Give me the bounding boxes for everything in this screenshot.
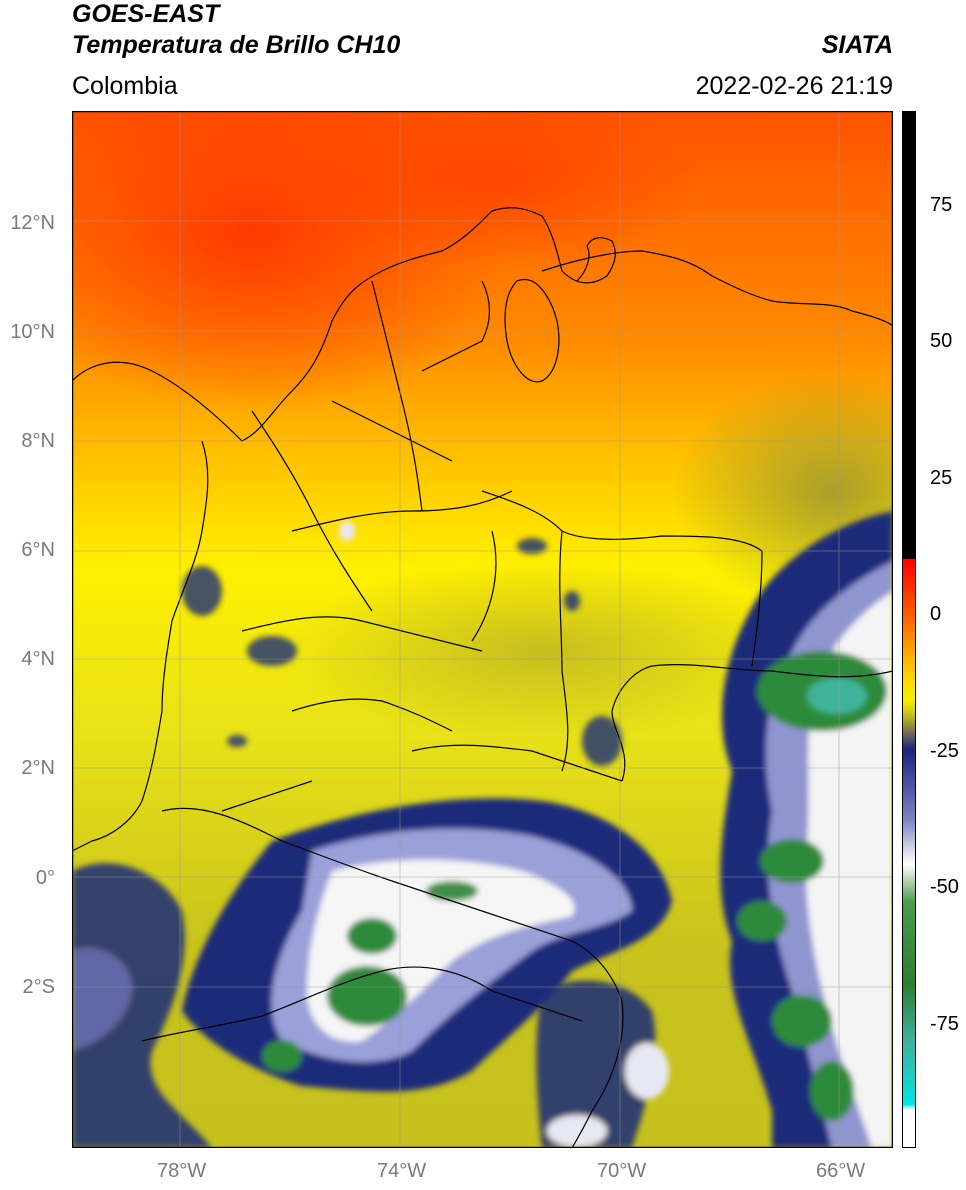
lon-label-70w: 70°W [597, 1160, 647, 1182]
dept-border-1 [251, 410, 373, 612]
lat-label-10n: 10°N [10, 321, 55, 343]
title-line2: Temperatura de Brillo CH10 [72, 31, 401, 59]
cloud-system-southwest [72, 863, 212, 1148]
colorbar-tick-m50: -50 [930, 876, 959, 898]
lon-label-66w: 66°W [816, 1160, 866, 1182]
lon-label-74w: 74°W [377, 1160, 427, 1182]
map-frame [72, 111, 893, 1148]
dept-border-3 [291, 490, 513, 532]
peru-border [141, 966, 583, 1042]
title-line1: GOES-EAST [72, 0, 220, 28]
colorbar-tick-25: 25 [930, 467, 953, 489]
lat-label-4n: 4°N [21, 648, 55, 670]
lat-label-12n: 12°N [10, 212, 55, 234]
colorbar [902, 111, 916, 1148]
maracaibo-lake [504, 278, 560, 383]
dept-border-4 [241, 616, 483, 652]
caribbean-coastline [72, 207, 616, 442]
lat-label-2s: 2°S [22, 976, 55, 998]
lat-label-2n: 2°N [21, 757, 55, 779]
pacific-coastline [72, 440, 209, 852]
inner-border-2 [559, 530, 569, 772]
graticule [72, 111, 893, 1148]
dept-border-8 [471, 530, 497, 642]
inner-border-1 [411, 744, 623, 782]
cloud-system-south [182, 798, 672, 1092]
source-label: SIATA [821, 31, 893, 59]
venezuela-border [481, 490, 763, 667]
lon-label-78w: 78°W [157, 1160, 207, 1182]
dept-border-6 [421, 280, 491, 372]
satellite-map [72, 111, 893, 1148]
datetime-label: 2022-02-26 21:19 [695, 72, 893, 100]
cloud-system-se-center [536, 980, 669, 1148]
lat-label-6n: 6°N [21, 539, 55, 561]
brazil-border [611, 664, 893, 782]
region-label: Colombia [72, 72, 178, 100]
dept-border-5 [291, 698, 453, 732]
colorbar-tick-75: 75 [930, 194, 953, 216]
colorbar-tick-50: 50 [930, 330, 953, 352]
lat-label-8n: 8°N [21, 430, 55, 452]
warm-sea-region-2 [302, 111, 702, 271]
dept-border-7 [331, 400, 453, 462]
ecuador-border [161, 807, 624, 1148]
dept-border-2 [371, 280, 423, 512]
colorbar-tick-m75: -75 [930, 1013, 959, 1035]
convective-cells-north [182, 521, 622, 766]
olive-region-center [282, 561, 802, 741]
lat-label-0: 0° [35, 867, 55, 889]
colorbar-tick-m25: -25 [930, 740, 959, 762]
dept-border-9 [221, 780, 313, 812]
colorbar-tick-0: 0 [930, 603, 942, 625]
boundaries [72, 207, 893, 1148]
